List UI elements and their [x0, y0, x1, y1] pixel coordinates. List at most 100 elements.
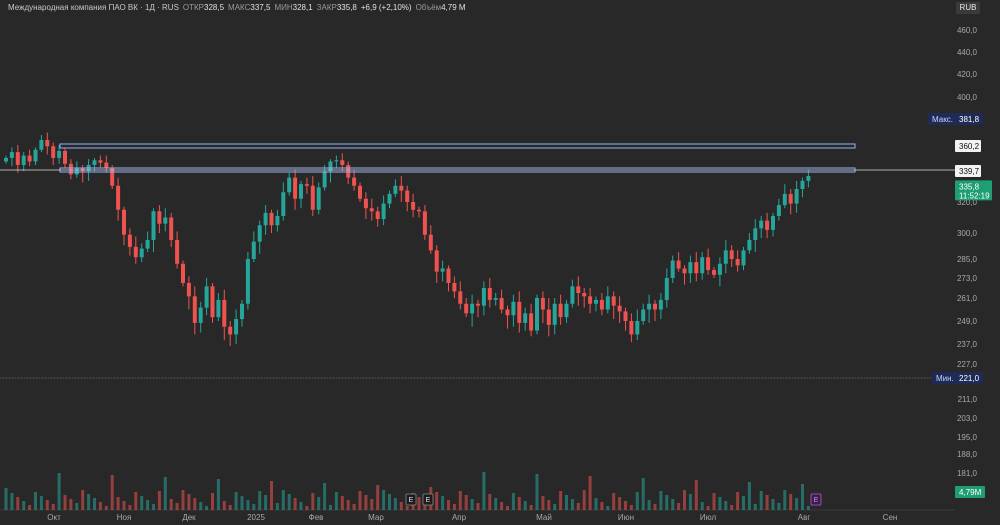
- candle-body: [175, 239, 180, 264]
- candle-body: [334, 160, 339, 162]
- candle-body: [552, 303, 557, 325]
- candle-body: [653, 303, 657, 310]
- volume-bar: [688, 494, 692, 510]
- candle-body: [122, 209, 126, 235]
- candle-body: [712, 270, 716, 275]
- volume-bar: [346, 500, 350, 510]
- volume-bar: [517, 497, 521, 510]
- earnings-marker[interactable]: E: [810, 493, 822, 506]
- volume-bar: [45, 500, 49, 510]
- price-tags: Макс. 381,8 360,2 339,7 335,811:52:19 Мин. 221…: [928, 113, 992, 498]
- candle-body: [375, 211, 380, 220]
- volume-bar: [759, 491, 763, 510]
- horizontal-level[interactable]: [59, 143, 856, 149]
- candle-body: [647, 303, 652, 310]
- y-tick-label: 188,0: [957, 450, 978, 459]
- candle-body: [605, 296, 610, 310]
- currency-button[interactable]: RUB: [956, 2, 980, 14]
- candle-body: [369, 208, 374, 212]
- price-axis[interactable]: 460,0 440,0 420,0 400,0 320,0 300,0 285,0 273,0…: [957, 26, 978, 478]
- volume-value: 4,79 M: [441, 3, 466, 12]
- earnings-marker-label: E: [426, 497, 431, 504]
- candle-body: [599, 299, 604, 310]
- candle-body: [670, 260, 675, 278]
- volume-bar: [783, 490, 787, 510]
- volume-bar: [559, 491, 563, 510]
- volume-bar: [169, 499, 173, 510]
- x-tick-label: Июл: [700, 513, 717, 522]
- candle-body: [145, 239, 150, 249]
- candle-body: [564, 303, 569, 318]
- volume-bar: [730, 505, 734, 510]
- volume-bar: [246, 500, 250, 510]
- candle-body: [464, 303, 469, 314]
- volume-bar: [352, 504, 356, 510]
- y-tick-label: 195,0: [957, 433, 978, 442]
- candle-body: [682, 268, 687, 274]
- volume-bar: [712, 493, 716, 510]
- candle-body: [452, 283, 457, 292]
- candle-body: [9, 152, 14, 158]
- candle-body: [393, 185, 398, 194]
- volume-bar: [4, 488, 8, 510]
- candle-body: [493, 298, 498, 300]
- instrument-legend: Международная компания ПАО ВК · 1Д · RUS…: [8, 3, 466, 12]
- candle-body: [446, 268, 451, 283]
- volume-bar: [98, 502, 102, 510]
- candle-body: [57, 150, 62, 158]
- volume-bar: [747, 482, 751, 510]
- volume-bar: [511, 493, 515, 510]
- instrument-name: Международная компания ПАО ВК · 1Д · RUS: [8, 3, 179, 12]
- volume-bar: [211, 493, 214, 510]
- candle-body: [405, 190, 410, 202]
- volume-bar: [140, 496, 144, 510]
- volume-bar: [134, 492, 138, 510]
- volume-bar: [629, 505, 633, 510]
- earnings-marker[interactable]: E: [405, 493, 417, 506]
- volume-bar: [753, 504, 757, 510]
- volume-bar: [87, 494, 91, 510]
- volume-bar: [39, 496, 43, 510]
- earnings-marker-label: E: [814, 497, 819, 504]
- horizontal-levels[interactable]: [0, 143, 955, 379]
- candle-body: [299, 184, 303, 199]
- max-value: 381,8: [959, 115, 980, 124]
- volume-bar: [553, 504, 557, 510]
- volume-bar: [399, 502, 403, 510]
- volume-bar: [659, 491, 663, 510]
- candle-body: [399, 185, 404, 191]
- volume-bar: [258, 491, 262, 510]
- volume-bar: [93, 498, 96, 510]
- candle-body: [481, 288, 486, 306]
- volume-bar: [417, 497, 421, 510]
- y-tick-label: 400,0: [957, 93, 978, 102]
- x-tick-label: Июн: [618, 513, 634, 522]
- volume-bar: [435, 492, 439, 510]
- x-tick-label: Дек: [182, 513, 196, 522]
- volume-bar: [193, 498, 197, 510]
- time-axis[interactable]: Окт Ноя Дек 2025 Фев Мар Апр Май Июн Июл Авг Сен: [47, 513, 897, 522]
- volume-bars: [4, 472, 810, 510]
- volume-bar: [293, 498, 297, 510]
- candle-body: [476, 303, 480, 306]
- volume-bar: [311, 493, 315, 510]
- volume-bar: [110, 475, 114, 510]
- volume-bar: [582, 490, 586, 510]
- x-tick-label: Окт: [47, 513, 61, 522]
- candle-body: [222, 299, 227, 327]
- candle-body: [363, 198, 368, 209]
- earnings-marker[interactable]: E: [422, 493, 434, 506]
- candle-body: [458, 291, 463, 304]
- volume-bar: [317, 497, 321, 510]
- volume-bar: [205, 506, 209, 510]
- volume-bar: [51, 504, 55, 510]
- candle-body: [688, 262, 693, 274]
- candle-body: [635, 321, 640, 335]
- candle-body: [181, 263, 185, 283]
- volume-label: Объём: [415, 3, 442, 12]
- close-label: ЗАКР: [316, 3, 337, 12]
- y-tick-label: 249,0: [957, 317, 978, 326]
- candle-body: [51, 146, 56, 158]
